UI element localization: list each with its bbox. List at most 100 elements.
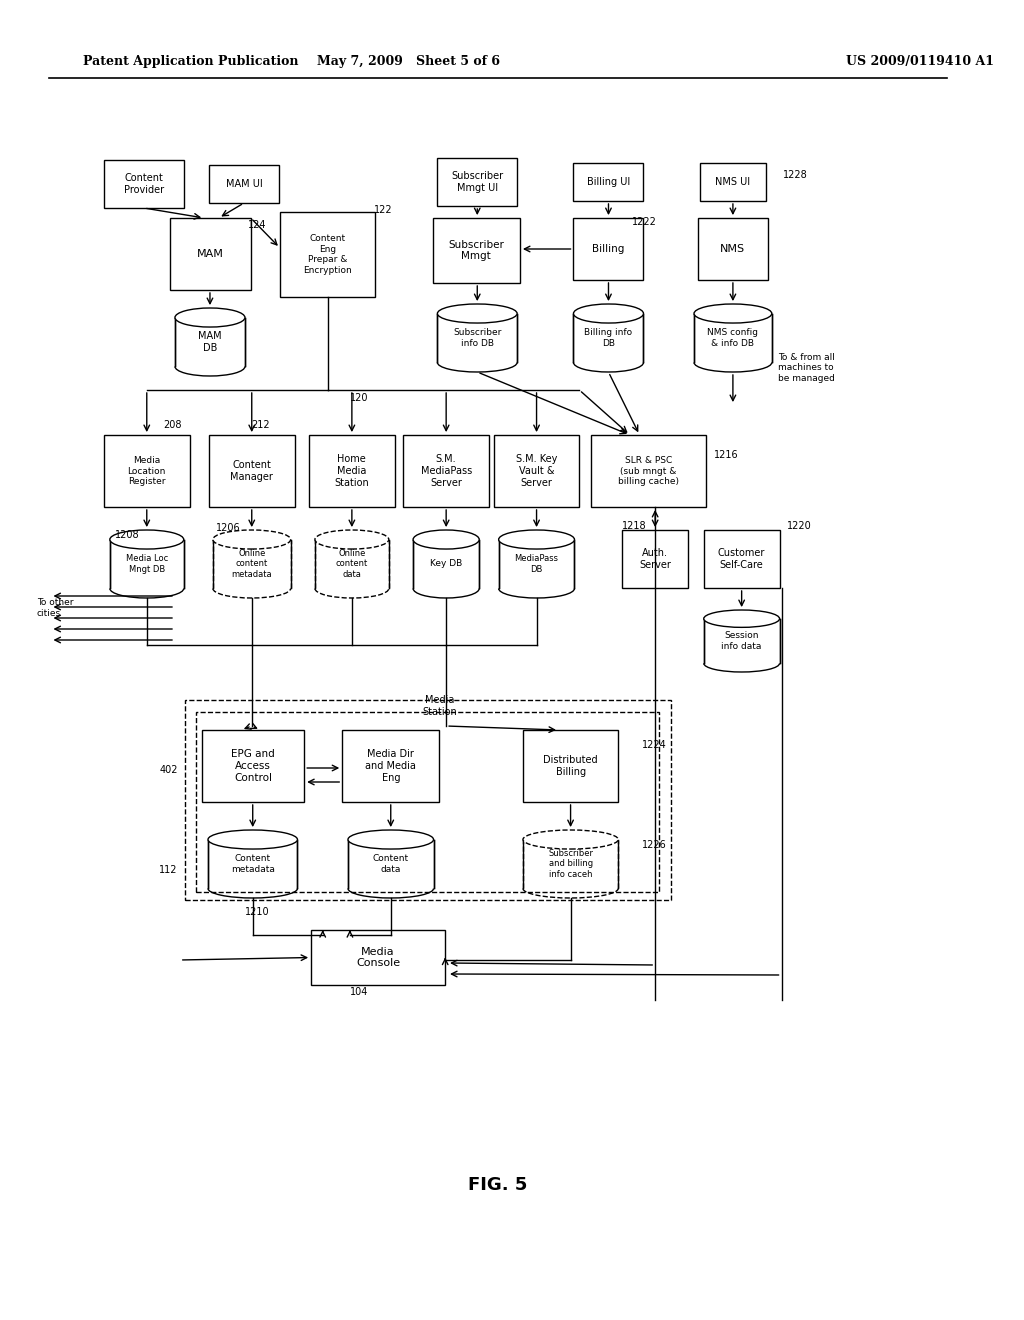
Text: 212: 212 — [251, 420, 269, 430]
Text: Home
Media
Station: Home Media Station — [335, 454, 370, 487]
Bar — [703, 531, 779, 587]
Text: 1206: 1206 — [216, 523, 241, 533]
Text: Subscriber
Mmgt UI: Subscriber Mmgt UI — [452, 172, 504, 193]
Bar — [523, 730, 618, 803]
Text: MAM
DB: MAM DB — [199, 331, 222, 352]
Bar — [623, 531, 688, 587]
Bar — [315, 540, 389, 589]
Bar — [348, 840, 433, 888]
Text: 1226: 1226 — [641, 840, 667, 850]
Text: Online
content
metadata: Online content metadata — [231, 549, 272, 579]
Ellipse shape — [213, 531, 291, 549]
Bar — [309, 436, 394, 507]
Text: MediaPass
DB: MediaPass DB — [514, 554, 558, 574]
Bar — [413, 540, 479, 589]
Text: 1220: 1220 — [787, 521, 812, 531]
Text: Patent Application Publication: Patent Application Publication — [83, 55, 298, 69]
Text: 1210: 1210 — [245, 907, 269, 917]
Text: 1216: 1216 — [715, 450, 739, 459]
Ellipse shape — [175, 308, 245, 327]
Bar — [523, 840, 618, 888]
Ellipse shape — [573, 304, 643, 323]
Text: FIG. 5: FIG. 5 — [468, 1176, 527, 1195]
Text: Subscriber
Mmgt: Subscriber Mmgt — [449, 240, 504, 261]
Bar — [104, 436, 189, 507]
Bar — [499, 540, 574, 589]
Text: To & from all
machines to
be managed: To & from all machines to be managed — [777, 354, 835, 383]
Text: Media
Station: Media Station — [422, 696, 457, 717]
Text: NMS UI: NMS UI — [716, 177, 751, 187]
Text: 124: 124 — [248, 220, 266, 230]
Text: 1222: 1222 — [632, 216, 656, 227]
Bar — [104, 160, 183, 209]
Text: Content
data: Content data — [373, 854, 409, 874]
Ellipse shape — [703, 610, 779, 627]
Text: EPG and
Access
Control: EPG and Access Control — [231, 750, 275, 783]
Text: Content
Manager: Content Manager — [230, 461, 273, 482]
Text: Key DB: Key DB — [430, 560, 462, 569]
Text: US 2009/0119410 A1: US 2009/0119410 A1 — [846, 55, 993, 69]
Text: S.M.
MediaPass
Server: S.M. MediaPass Server — [421, 454, 472, 487]
Ellipse shape — [208, 830, 297, 849]
Text: 104: 104 — [350, 987, 369, 997]
Bar — [280, 213, 375, 297]
Text: To other
cities: To other cities — [37, 598, 74, 618]
Text: Media
Console: Media Console — [356, 946, 400, 969]
Text: Content
Eng
Prepar &
Encryption: Content Eng Prepar & Encryption — [303, 235, 352, 275]
Bar — [573, 162, 643, 201]
Bar — [403, 436, 488, 507]
Bar — [208, 840, 297, 888]
Bar — [311, 931, 445, 985]
Text: Auth.
Server: Auth. Server — [639, 548, 671, 570]
Text: NMS config
& info DB: NMS config & info DB — [708, 329, 759, 347]
Text: Media
Location
Register: Media Location Register — [128, 457, 166, 486]
Text: Content
Provider: Content Provider — [124, 173, 164, 195]
Text: Content
metadata: Content metadata — [230, 854, 274, 874]
Text: Session
info data: Session info data — [722, 631, 762, 651]
Bar — [110, 540, 183, 589]
Bar — [703, 619, 779, 664]
Text: 1224: 1224 — [641, 741, 667, 750]
Bar — [437, 158, 517, 206]
Ellipse shape — [499, 531, 574, 549]
Text: Media Loc
Mngt DB: Media Loc Mngt DB — [126, 554, 168, 574]
Text: Billing UI: Billing UI — [587, 177, 630, 187]
Bar — [437, 314, 517, 363]
Text: Subscriber
info DB: Subscriber info DB — [453, 329, 502, 347]
Ellipse shape — [315, 531, 389, 549]
Bar — [197, 711, 659, 892]
Bar — [698, 218, 768, 280]
Text: Media Dir
and Media
Eng: Media Dir and Media Eng — [366, 750, 416, 783]
Bar — [209, 165, 279, 203]
Text: 1218: 1218 — [623, 521, 647, 531]
Bar — [184, 700, 671, 900]
Text: MAM: MAM — [197, 249, 224, 259]
Bar — [432, 218, 520, 282]
Text: 1208: 1208 — [115, 531, 139, 540]
Ellipse shape — [437, 304, 517, 323]
Text: Online
content
data: Online content data — [336, 549, 368, 579]
Bar — [591, 436, 706, 507]
Ellipse shape — [110, 531, 183, 549]
Text: SLR & PSC
(sub mngt &
billing cache): SLR & PSC (sub mngt & billing cache) — [617, 457, 679, 486]
Text: MAM UI: MAM UI — [225, 180, 262, 189]
Text: Billing: Billing — [592, 244, 625, 253]
Bar — [342, 730, 439, 803]
Bar — [573, 314, 643, 363]
Bar — [209, 436, 295, 507]
Text: Customer
Self-Care: Customer Self-Care — [718, 548, 765, 570]
Bar — [175, 318, 245, 367]
Text: 1228: 1228 — [782, 170, 807, 180]
Bar — [213, 540, 291, 589]
Bar — [573, 218, 643, 280]
Bar — [699, 162, 766, 201]
Text: 122: 122 — [374, 205, 393, 215]
Ellipse shape — [523, 830, 618, 849]
Bar — [694, 314, 772, 363]
Text: May 7, 2009   Sheet 5 of 6: May 7, 2009 Sheet 5 of 6 — [316, 55, 500, 69]
Text: Distributed
Billing: Distributed Billing — [544, 755, 598, 776]
Ellipse shape — [413, 531, 479, 549]
Text: NMS: NMS — [720, 244, 745, 253]
Bar — [202, 730, 304, 803]
Text: Subscriber
and billing
info caceh: Subscriber and billing info caceh — [548, 849, 593, 879]
